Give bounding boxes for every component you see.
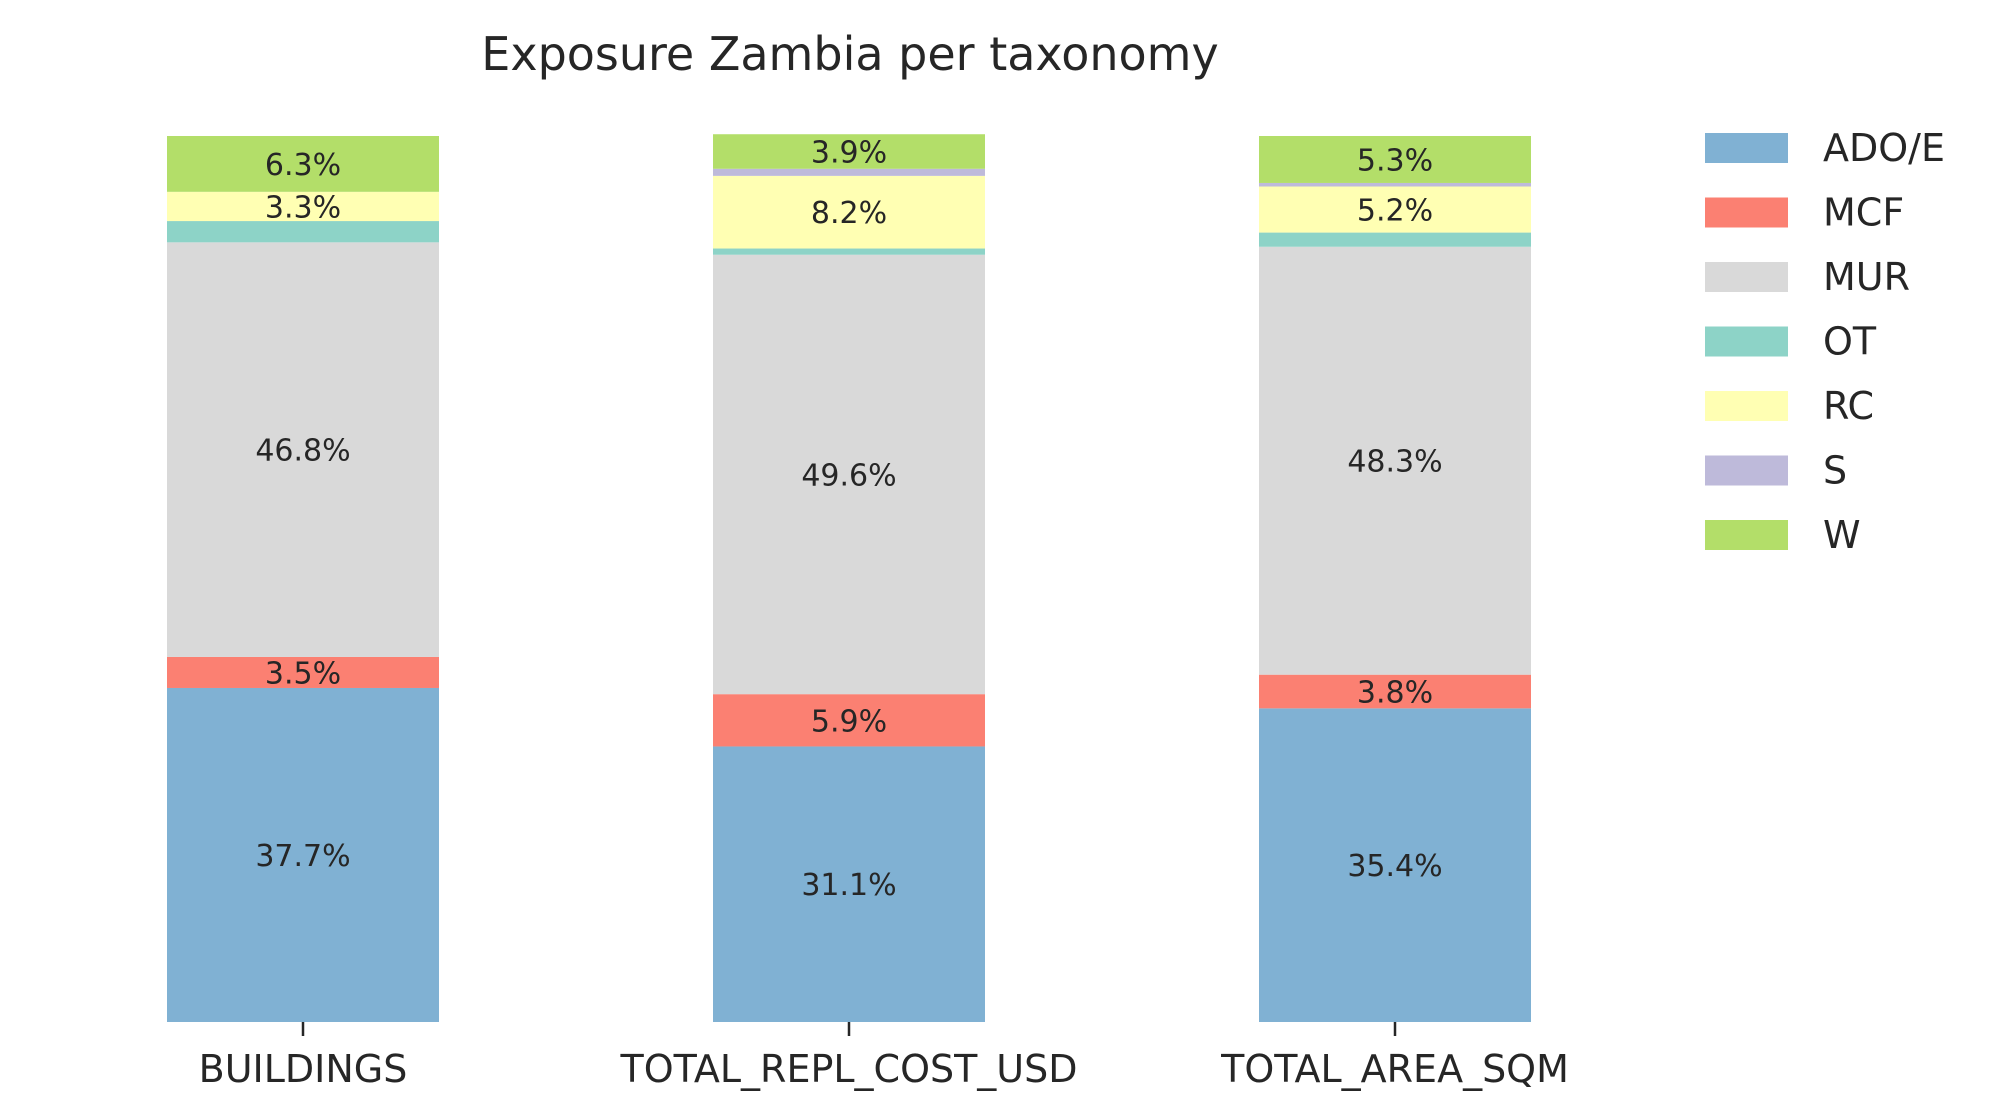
- legend-swatch-ot: [1705, 326, 1788, 357]
- bar-segment-total-area-sqm-mcf: [1259, 674, 1531, 709]
- bar-segment-total-repl-cost-usd-ot: [713, 248, 985, 255]
- data-label-total-area-sqm-rc: 5.2%: [1357, 194, 1433, 229]
- data-label-buildings-mcf: 3.5%: [265, 656, 341, 691]
- data-label-buildings-rc: 3.3%: [265, 190, 341, 225]
- legend-label-s: S: [1823, 449, 1847, 493]
- bar-segment-buildings-ado-e: [167, 687, 439, 1022]
- bar-segment-total-area-sqm-s: [1259, 182, 1531, 187]
- bar-segment-buildings-w: [167, 136, 439, 192]
- legend-swatch-rc: [1705, 391, 1788, 421]
- legend-label-mur: MUR: [1823, 255, 1910, 299]
- bar-segment-total-area-sqm-mur: [1259, 246, 1531, 675]
- data-label-total-repl-cost-usd-w: 3.9%: [811, 136, 887, 171]
- data-label-buildings-ado-e: 37.7%: [255, 839, 350, 874]
- legend-label-mcf: MCF: [1823, 191, 1904, 235]
- bar-segment-total-area-sqm-rc: [1259, 186, 1531, 233]
- bar-segment-buildings-rc: [167, 191, 439, 222]
- legend-swatch-w: [1705, 520, 1788, 550]
- data-label-buildings-w: 6.3%: [265, 148, 341, 183]
- x-tick-label-total-repl-cost-usd: TOTAL_REPL_COST_USD: [619, 1047, 1077, 1091]
- data-label-total-repl-cost-usd-mcf: 5.9%: [811, 704, 887, 739]
- legend-label-rc: RC: [1823, 384, 1874, 428]
- bar-segment-buildings-mur: [167, 242, 439, 657]
- bar-segment-total-area-sqm-ot: [1259, 232, 1531, 247]
- data-label-total-area-sqm-mur: 48.3%: [1347, 445, 1442, 480]
- data-labels-layer: 37.7% 3.5% 46.8% 3.3% 6.3% 31.1% 5.9% 49.6% 8.2%…: [255, 136, 1442, 904]
- x-axis: BUILDINGS TOTAL_REPL_COST_USD TOTAL_AREA_S…: [199, 1022, 1569, 1091]
- x-tick-label-total-area-sqm: TOTAL_AREA_SQM: [1220, 1047, 1569, 1091]
- bar-segment-buildings-mcf: [167, 656, 439, 688]
- bar-segment-total-area-sqm-ado-e: [1259, 708, 1531, 1022]
- bar-segment-total-area-sqm-w: [1259, 136, 1531, 183]
- legend-swatch-s: [1705, 455, 1788, 486]
- bar-segment-total-repl-cost-usd-rc: [713, 175, 985, 249]
- data-label-total-repl-cost-usd-rc: 8.2%: [811, 196, 887, 231]
- bar-segment-total-repl-cost-usd-ado-e: [713, 746, 985, 1022]
- bar-segment-total-repl-cost-usd-w: [713, 134, 985, 169]
- legend-label-ot: OT: [1823, 320, 1877, 364]
- data-label-total-area-sqm-mcf: 3.8%: [1357, 676, 1433, 711]
- data-label-buildings-mur: 46.8%: [255, 434, 350, 469]
- legend-swatch-mur: [1705, 262, 1788, 292]
- x-tick-label-buildings: BUILDINGS: [199, 1047, 408, 1091]
- data-label-total-repl-cost-usd-mur: 49.6%: [801, 458, 896, 493]
- bar-segment-total-repl-cost-usd-mur: [713, 254, 985, 695]
- legend-swatch-ado-e: [1705, 133, 1788, 163]
- legend-label-w: W: [1823, 513, 1861, 557]
- bar-segment-buildings-ot: [167, 221, 439, 243]
- data-label-total-area-sqm-w: 5.3%: [1357, 143, 1433, 178]
- data-label-total-area-sqm-ado-e: 35.4%: [1347, 849, 1442, 884]
- bars-layer: [167, 134, 1531, 1022]
- data-label-total-repl-cost-usd-ado-e: 31.1%: [801, 868, 896, 903]
- bar-segment-total-repl-cost-usd-s: [713, 168, 985, 176]
- legend-label-ado-e: ADO/E: [1823, 126, 1945, 170]
- legend: ADO/E MCF MUR OT RC SW: [1705, 126, 1945, 557]
- chart-title: Exposure Zambia per taxonomy: [481, 27, 1218, 81]
- legend-swatch-mcf: [1705, 197, 1788, 228]
- bar-segment-total-repl-cost-usd-mcf: [713, 694, 985, 747]
